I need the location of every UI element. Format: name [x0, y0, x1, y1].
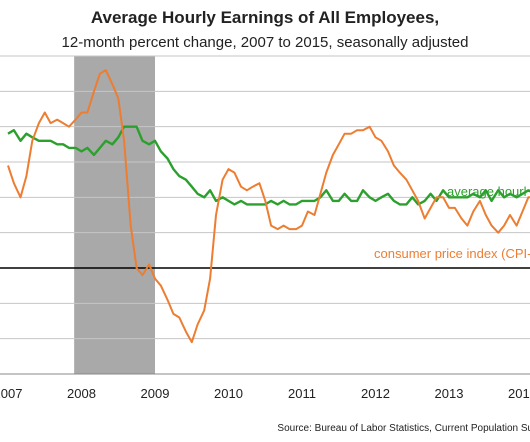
x-tick-label: 2007 — [0, 386, 22, 401]
chart-title: Average Hourly Earnings of All Employees… — [90, 8, 440, 27]
series-label-cpi: consumer price index (CPI- — [374, 246, 530, 261]
x-tick-label: 2010 — [214, 386, 243, 401]
series-label-earnings: average hourl — [447, 184, 527, 199]
source-note: Source: Bureau of Labor Statistics, Curr… — [277, 423, 530, 434]
series-line-cpi — [7, 69, 530, 344]
x-tick-label: 2008 — [67, 386, 96, 401]
x-tick-label: 2014 — [508, 386, 530, 401]
recession-shading — [74, 56, 155, 374]
chart-subtitle: 12-month percent change, 2007 to 2015, s… — [61, 34, 469, 51]
x-tick-label: 2013 — [435, 386, 464, 401]
x-tick-label: 2009 — [141, 386, 170, 401]
series-line-earnings — [7, 125, 530, 206]
x-tick-label: 2012 — [361, 386, 390, 401]
x-tick-label: 2011 — [288, 386, 316, 401]
